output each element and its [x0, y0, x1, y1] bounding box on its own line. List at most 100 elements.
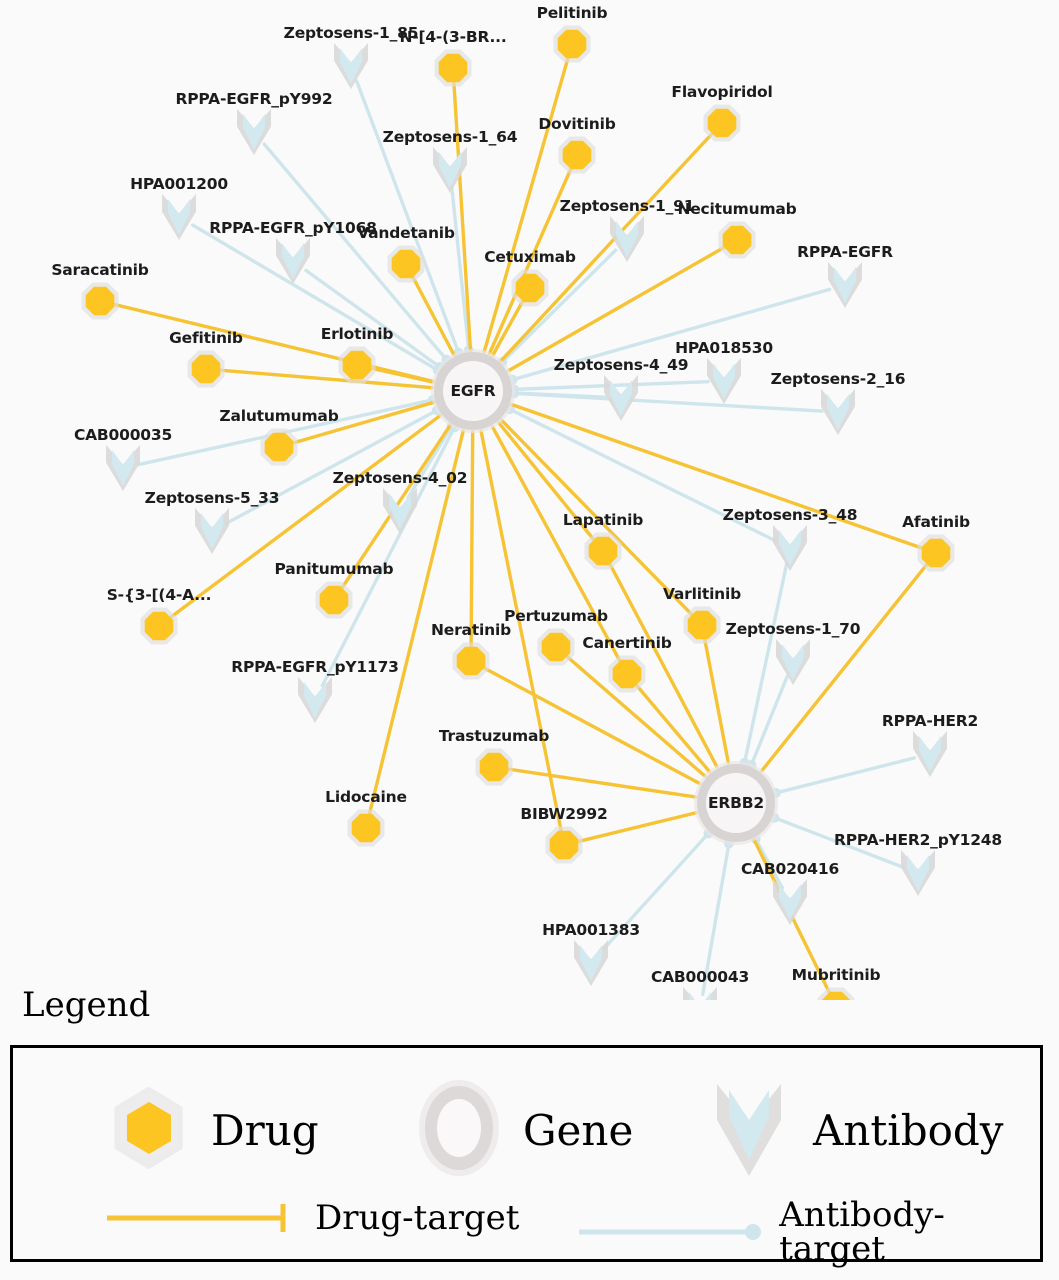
antibody-node[interactable]	[195, 508, 229, 554]
drug-node[interactable]	[315, 581, 353, 619]
edge-line[interactable]	[753, 837, 785, 890]
edge-line[interactable]	[290, 400, 436, 445]
edge-line[interactable]	[600, 831, 711, 953]
antibody-node[interactable]	[901, 850, 935, 896]
drug-node[interactable]	[817, 987, 855, 1001]
antibody-shape	[834, 267, 856, 303]
legend-shapes-row: Drug Gene Antibody	[13, 1076, 1040, 1186]
edge-line[interactable]	[479, 429, 563, 833]
edge-line[interactable]	[508, 407, 778, 543]
drug-node[interactable]	[187, 350, 225, 388]
edge-line[interactable]	[367, 429, 465, 817]
drug-node[interactable]	[347, 809, 385, 847]
antibody-node[interactable]	[433, 147, 467, 193]
drug-node[interactable]	[584, 532, 622, 570]
chevron-icon	[717, 1084, 781, 1176]
edge-line[interactable]	[320, 425, 457, 688]
edge-line[interactable]	[774, 756, 917, 795]
edge-line[interactable]	[634, 682, 712, 774]
antibody-node[interactable]	[821, 389, 855, 435]
edge-line[interactable]	[218, 368, 434, 390]
drug-node[interactable]	[537, 628, 575, 666]
edge-line[interactable]	[410, 274, 456, 357]
edge-line[interactable]	[510, 287, 832, 382]
antibody-node[interactable]	[913, 731, 947, 777]
edge-line[interactable]	[512, 391, 824, 413]
circle-line-icon	[579, 1224, 761, 1240]
drug-node[interactable]	[81, 282, 119, 320]
edge-line[interactable]	[224, 408, 439, 526]
edge-line[interactable]	[499, 131, 715, 363]
antibody-node[interactable]	[828, 262, 862, 308]
edge-line[interactable]	[487, 166, 574, 356]
edge-line[interactable]	[509, 402, 925, 551]
edge-line[interactable]	[497, 421, 596, 542]
edge-line[interactable]	[506, 767, 698, 799]
antibody-shape	[168, 199, 190, 235]
antibody-node[interactable]	[162, 194, 196, 240]
antibody-node[interactable]	[707, 358, 741, 404]
edge-line[interactable]	[742, 561, 789, 765]
drug-node[interactable]	[703, 104, 741, 142]
edge-line[interactable]	[500, 248, 618, 364]
drug-node[interactable]	[917, 534, 955, 572]
edge-line[interactable]	[469, 430, 475, 649]
drug-node[interactable]	[260, 428, 298, 466]
drug-node[interactable]	[718, 221, 756, 259]
drug-node[interactable]	[558, 136, 596, 174]
antibody-node[interactable]	[574, 940, 608, 986]
edge-line[interactable]	[191, 223, 440, 372]
edge-line[interactable]	[368, 366, 435, 384]
edge-line[interactable]	[304, 268, 442, 369]
antibody-node[interactable]	[604, 375, 638, 421]
drug-shape	[391, 249, 421, 279]
antibody-node[interactable]	[383, 488, 417, 534]
tbar-line-icon	[107, 1204, 286, 1232]
antibody-node[interactable]	[683, 987, 717, 1000]
antibody-node[interactable]	[237, 109, 271, 155]
antibody-node[interactable]	[773, 525, 807, 571]
legend-label-antibody-target: Antibody-target	[779, 1195, 945, 1269]
edge-line[interactable]	[452, 80, 473, 352]
drug-node[interactable]	[434, 49, 472, 87]
drug-node[interactable]	[683, 606, 721, 644]
drug-node[interactable]	[608, 655, 646, 693]
edge-line[interactable]	[168, 413, 442, 620]
edge-line[interactable]	[702, 637, 731, 765]
network-canvas[interactable]: Pelitinib N-[4-(3-BR... Flavopiridol Doviti…	[0, 0, 1059, 1000]
edge-line[interactable]	[491, 298, 525, 357]
antibody-node[interactable]	[334, 43, 368, 89]
edge-line[interactable]	[772, 816, 905, 869]
drug-node[interactable]	[511, 269, 549, 307]
edge-line[interactable]	[482, 55, 570, 354]
edge-line[interactable]	[406, 424, 454, 500]
drug-node[interactable]	[387, 245, 425, 283]
edge-line[interactable]	[481, 665, 702, 786]
drug-node[interactable]	[338, 346, 376, 384]
edge-line[interactable]	[449, 184, 471, 352]
edge-line[interactable]	[749, 675, 789, 767]
gene-node[interactable]	[431, 349, 515, 433]
drug-node[interactable]	[452, 642, 490, 680]
antibody-node[interactable]	[773, 879, 807, 925]
antibody-node[interactable]	[276, 238, 310, 284]
antibody-node[interactable]	[298, 677, 332, 723]
drug-node[interactable]	[545, 826, 583, 864]
drug-node[interactable]	[475, 748, 513, 786]
edge-line[interactable]	[506, 245, 727, 373]
antibody-node[interactable]	[776, 639, 810, 685]
edge-line[interactable]	[564, 654, 707, 778]
antibody-node[interactable]	[106, 445, 140, 491]
edge-line[interactable]	[759, 562, 929, 773]
edge-line[interactable]	[354, 79, 461, 355]
edge-line[interactable]	[262, 142, 449, 362]
gene-node[interactable]	[694, 761, 778, 845]
edge-line[interactable]	[490, 425, 623, 664]
antibody-node[interactable]	[610, 216, 644, 262]
drug-node[interactable]	[140, 607, 178, 645]
drug-node[interactable]	[553, 25, 591, 63]
edge-line[interactable]	[575, 811, 698, 844]
edge-line[interactable]	[607, 561, 719, 769]
edge-line[interactable]	[499, 418, 694, 617]
edge-line[interactable]	[701, 841, 731, 996]
